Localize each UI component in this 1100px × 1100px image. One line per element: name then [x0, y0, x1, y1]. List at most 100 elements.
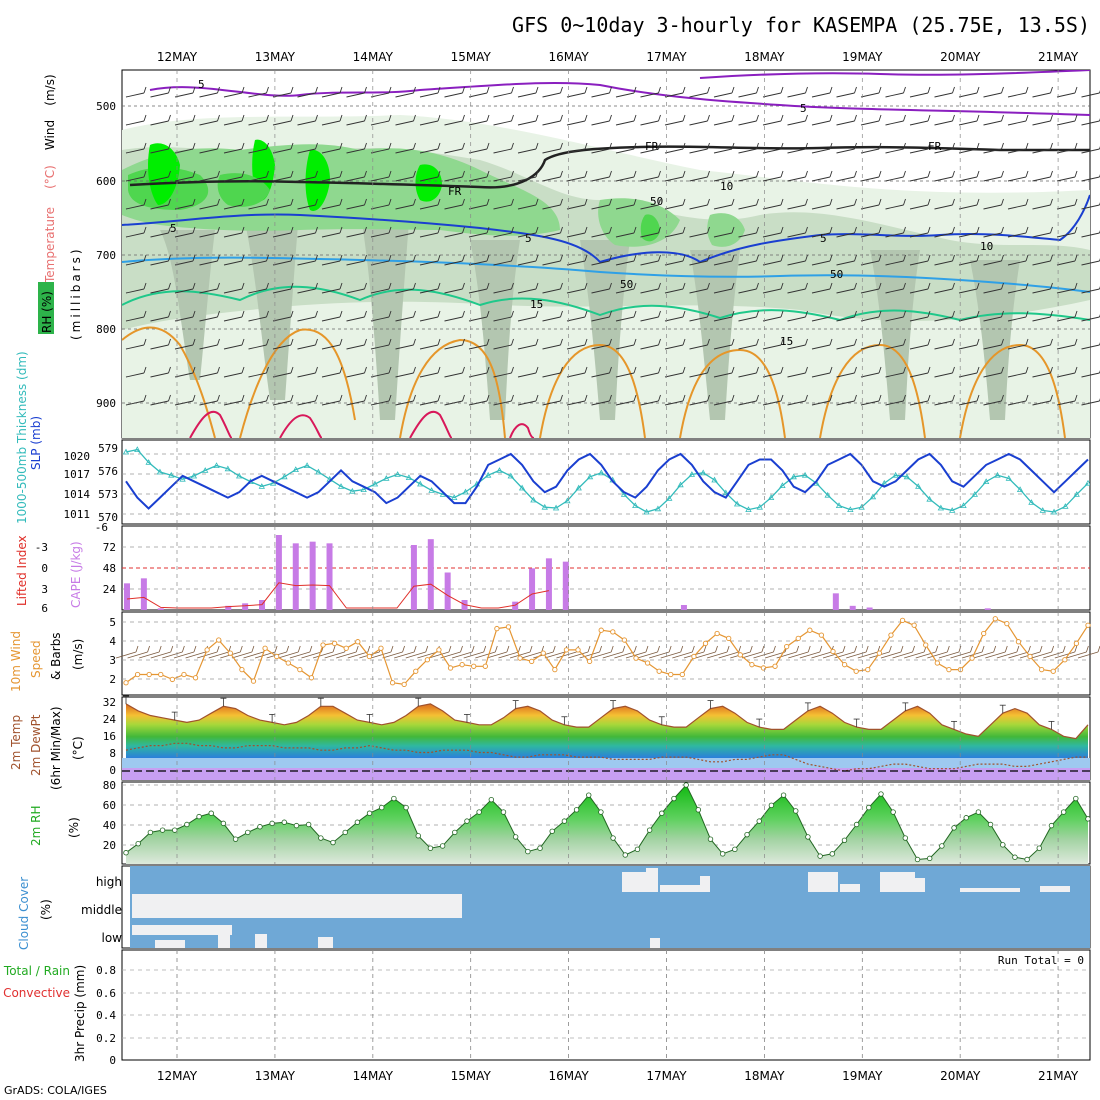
upper-wind-barb-feather	[241, 114, 245, 122]
upper-wind-barb-feather	[707, 226, 710, 234]
upper-wind-barb	[395, 288, 414, 294]
thickness-marker	[190, 472, 198, 479]
wind10-marker	[494, 625, 500, 632]
rh-green-patch-6	[415, 164, 442, 202]
thickness-marker	[1073, 491, 1080, 497]
temp-label-line1: 2m Temp	[9, 715, 23, 770]
upper-wind-barb-feather	[976, 86, 980, 94]
thickness-marker	[122, 448, 130, 455]
upper-wind-barb	[272, 176, 292, 182]
upper-wind-barb	[150, 232, 169, 238]
upper-wind-barb	[615, 232, 635, 238]
upper-wind-barb	[787, 316, 806, 322]
upper-wind-barb-feather	[731, 394, 735, 402]
rh-marker	[123, 850, 129, 856]
temp-line	[125, 703, 1089, 740]
thickness-marker	[824, 491, 831, 498]
upper-wind-barb	[517, 204, 537, 210]
wind10-marker	[1027, 653, 1033, 660]
bottom-date-axis: 12MAY 13MAY 14MAY 15MAY 16MAY 17MAY 18MAY 19MAY…	[157, 1069, 1079, 1083]
upper-wind-barb-feather	[878, 226, 882, 234]
upper-wind-barb	[493, 344, 512, 350]
upper-wind-barb	[615, 176, 635, 182]
rh-marker	[853, 821, 860, 828]
rh-marker	[232, 836, 239, 842]
upper-wind-barb-feather	[1025, 114, 1029, 122]
thickness-marker	[937, 504, 945, 511]
upper-wind-barb-feather	[339, 254, 343, 262]
upper-wind-barb	[1056, 148, 1076, 154]
upper-wind-barb	[370, 120, 390, 126]
wind10-barb-feather	[193, 645, 197, 653]
upper-wind-barb-feather	[413, 310, 416, 318]
upper-wind-barb	[468, 148, 488, 154]
wind10-barb-feather	[181, 645, 185, 653]
wind10-barb	[660, 651, 681, 659]
upper-wind-barb	[248, 176, 267, 182]
upper-wind-barb-feather	[168, 114, 171, 122]
upper-wind-barb	[297, 344, 316, 350]
upper-wind-barb-feather	[952, 282, 955, 290]
rh-marker	[220, 820, 227, 827]
thickness-marker	[235, 472, 243, 479]
upper-wind-barb-feather	[756, 366, 759, 374]
wind10-barb-feather	[286, 645, 290, 653]
upper-wind-barb-feather	[388, 282, 392, 290]
upper-wind-barb-feather	[486, 310, 490, 318]
upper-wind-barb-feather	[633, 142, 637, 150]
lifted-index-label: Lifted Index	[15, 535, 29, 606]
upper-wind-barb	[738, 344, 757, 350]
upper-wind-barb-feather	[707, 142, 710, 150]
upper-wind-barb	[272, 204, 292, 210]
upper-wind-barb-feather	[927, 310, 931, 318]
upper-wind-barb-feather	[829, 338, 833, 346]
wind10-barb	[811, 651, 832, 659]
upper-wind-barb-feather	[1074, 198, 1078, 206]
upper-wind-barb	[689, 288, 708, 294]
cloud-block	[155, 940, 185, 948]
upper-wind-barb	[444, 120, 463, 126]
wind10-barb	[637, 651, 658, 659]
upper-wind-barb	[419, 372, 439, 378]
wind10-marker	[946, 666, 952, 673]
upper-wind-barb	[1081, 176, 1100, 182]
upper-wind-barb-feather	[780, 282, 784, 290]
upper-wind-barb	[909, 344, 929, 350]
upper-wind-barb	[1007, 120, 1027, 126]
upper-wind-barb-feather	[486, 282, 490, 290]
upper-wind-barb	[566, 288, 586, 294]
cape-panel: -6 -3 0 3 6 72 48 24 Lifted Index CAPE (…	[15, 521, 1091, 615]
wind10-marker	[760, 665, 767, 671]
upper-wind-barb	[762, 232, 782, 238]
upper-wind-barb-feather	[805, 114, 808, 122]
upper-wind-barb	[909, 176, 929, 182]
rh-tick: 80	[103, 779, 116, 792]
wind10-barb	[1054, 651, 1075, 659]
upper-wind-barb-feather	[878, 114, 882, 122]
wind10-marker	[250, 678, 257, 684]
upper-wind-barb	[199, 232, 218, 238]
upper-wind-barb	[125, 120, 145, 126]
wind10-barb-feather	[297, 645, 301, 653]
upper-wind-barb-feather	[903, 170, 906, 178]
upper-wind-barb-feather	[266, 366, 269, 374]
wind10-barb	[718, 651, 739, 659]
upper-wind-barb-feather	[927, 254, 931, 262]
upper-wind-barb	[125, 316, 145, 322]
rh-marker	[512, 834, 519, 840]
upper-wind-barb-feather	[486, 226, 490, 234]
upper-wind-barb-feather	[339, 282, 343, 290]
upper-wind-barb-feather	[143, 310, 147, 318]
contour-label: 5	[820, 232, 827, 245]
upper-wind-barb-feather	[731, 254, 735, 262]
precip-panel-frame	[121, 949, 1091, 1061]
upper-wind-barb-feather	[388, 366, 392, 374]
upper-wind-barb	[787, 176, 806, 182]
upper-wind-barb-feather	[315, 142, 318, 150]
upper-wind-barb	[174, 372, 194, 378]
temp-label-line4: (°C)	[71, 736, 85, 760]
upper-wind-barb	[125, 372, 145, 378]
upper-wind-barb-feather	[952, 394, 955, 402]
upper-wind-barb-feather	[927, 114, 931, 122]
rh-tick: 20	[103, 839, 116, 852]
